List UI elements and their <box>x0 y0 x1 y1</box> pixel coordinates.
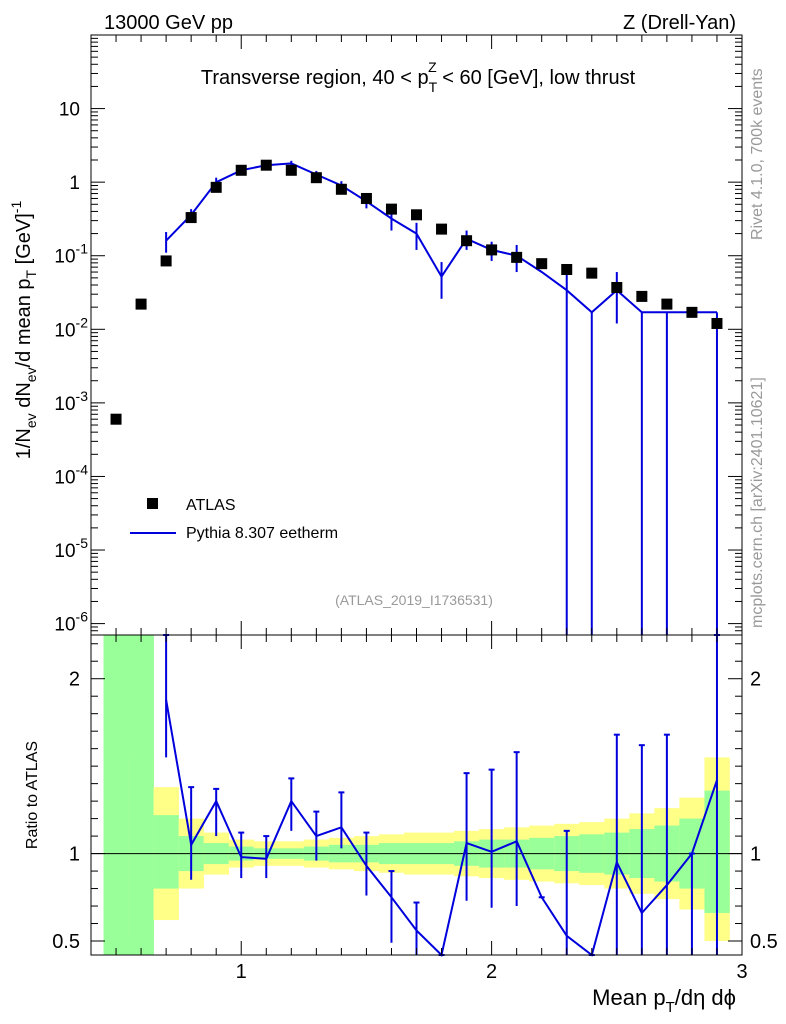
atlas-point <box>636 290 648 302</box>
main-y-tick-label: 10-1 <box>54 241 88 268</box>
main-y-tick-label: 10-2 <box>54 314 88 341</box>
main-y-tick-label: 10-6 <box>54 609 88 636</box>
atlas-point <box>235 164 247 176</box>
legend-atlas-label: ATLAS <box>186 497 236 514</box>
ratio-y-tick-label-right: 2 <box>750 669 761 691</box>
green-band-bin <box>153 815 179 889</box>
ylabel-a-sub: ev <box>23 413 39 428</box>
ylabel-d-sup: -1 <box>8 201 24 214</box>
ylabel-c: /d mean p <box>13 278 35 367</box>
main-axes: 10-6 10-5 10-4 10-3 10-2 10-1 1 10 <box>54 34 743 636</box>
analysis-watermark: (ATLAS_2019_I1736531) <box>335 592 493 608</box>
legend-atlas-marker <box>147 498 158 509</box>
atlas-point <box>335 183 347 195</box>
title-sub: T <box>429 79 438 95</box>
atlas-point <box>310 172 322 184</box>
legend: ATLAS Pythia 8.307 eetherm <box>130 497 338 542</box>
atlas-point <box>461 235 473 247</box>
ratio-y-tick-label: 0.5 <box>52 931 80 953</box>
green-band-bin <box>128 635 154 955</box>
ratio-axes: 1 2 30.5 0.51 12 2 <box>52 635 778 983</box>
main-ylabel: 1/Nev dNev/d mean pT [GeV]-1 <box>8 201 39 460</box>
atlas-point <box>611 281 623 293</box>
main-y-tick-label: 10-5 <box>54 535 88 562</box>
ratio-y-tick-label: 2 <box>69 669 80 691</box>
x-tick-label: 3 <box>736 961 747 983</box>
atlas-point <box>661 298 673 310</box>
atlas-point <box>385 203 397 215</box>
mcplots-label: mcplots.cern.ch [arXiv:2401.10621] <box>749 377 766 628</box>
atlas-point <box>511 251 523 263</box>
main-panel: 10-6 10-5 10-4 10-3 10-2 10-1 1 10 Transverse r… <box>8 34 743 636</box>
green-band-bin <box>103 635 129 955</box>
x-tick-label: 2 <box>486 961 497 983</box>
ratio-y-tick-label-right: 1 <box>750 844 761 866</box>
main-y-tick-label: 10 <box>59 100 80 121</box>
ylabel-c-sub: T <box>23 269 39 278</box>
ratio-marks <box>91 634 742 957</box>
header-right: Z (Drell-Yan) <box>623 12 736 34</box>
ylabel-b: dN <box>13 382 35 413</box>
atlas-point <box>135 298 147 310</box>
atlas-point <box>411 209 422 221</box>
main-y-tick-label: 10-4 <box>54 461 88 488</box>
atlas-point <box>110 413 122 425</box>
x-tick-label: 1 <box>236 961 247 983</box>
atlas-point <box>285 164 297 176</box>
xlabel-post: /dη dϕ <box>675 985 736 1010</box>
atlas-point <box>436 223 448 235</box>
ylabel-b-sub: ev <box>23 367 39 382</box>
ratio-ylabel: Ratio to ATLAS <box>24 741 41 849</box>
atlas-point <box>260 159 272 171</box>
ylabel-a: 1/N <box>13 428 35 459</box>
atlas-point <box>486 244 498 256</box>
main-y-tick-label: 1 <box>69 173 80 194</box>
header-left: 13000 GeV pp <box>104 12 233 34</box>
ratio-panel: 1 2 30.5 0.51 12 2 Ratio to ATLAS Mean pT/dη … <box>24 634 778 1016</box>
ratio-y-tick-label-right: 0.5 <box>750 931 778 953</box>
main-marks <box>110 159 723 635</box>
atlas-point <box>586 267 598 279</box>
xlabel-pre: Mean p <box>592 985 665 1010</box>
ratio-y-tick-label: 1 <box>69 844 80 866</box>
atlas-point <box>185 212 197 224</box>
title-pre: Transverse region, 40 < p <box>201 67 429 89</box>
atlas-point <box>686 306 698 318</box>
xlabel-sub: T <box>666 999 675 1016</box>
atlas-point <box>160 255 172 267</box>
atlas-point <box>210 181 222 193</box>
atlas-point <box>536 258 548 270</box>
xlabel: Mean pT/dη dϕ <box>592 985 736 1016</box>
plot-title: Transverse region, 40 < pTZ < 60 [GeV], … <box>201 59 636 95</box>
title-post: < 60 [GeV], low thrust <box>437 67 636 89</box>
main-y-tick-label: 10-3 <box>54 388 88 415</box>
legend-pythia-label: Pythia 8.307 eetherm <box>186 525 338 542</box>
atlas-point <box>561 263 573 275</box>
main-frame <box>90 34 743 636</box>
ylabel-d: [GeV] <box>13 213 35 270</box>
atlas-point <box>711 317 723 329</box>
rivet-label: Rivet 4.1.0, 700k events <box>749 68 766 240</box>
atlas-point <box>360 192 372 204</box>
title-sup: Z <box>428 59 437 75</box>
